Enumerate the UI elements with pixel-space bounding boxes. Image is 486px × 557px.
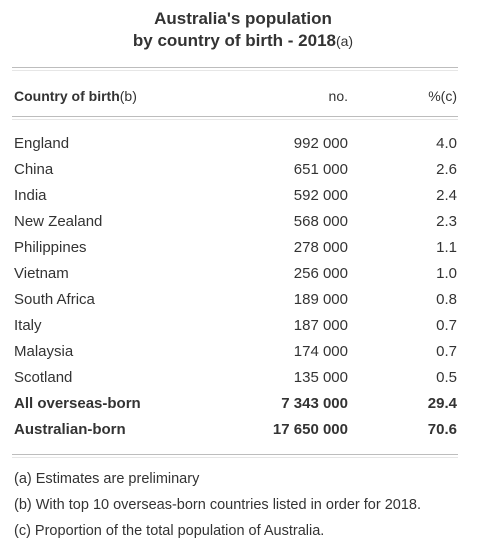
cell-country: Malaysia [14,343,74,360]
header-country-label: Country of birth [14,88,120,104]
table-row: England 992 000 4.0 [14,134,457,160]
cell-country: Philippines [14,239,87,256]
cell-number: 568 000 [293,213,348,230]
footnote: (b) With top 10 overseas-born countries … [14,497,422,513]
cell-percent: 2.6 [436,161,457,178]
cell-country: China [14,161,54,178]
footnote: (a) Estimates are preliminary [14,471,200,487]
title-footnote-ref: (a) [335,33,354,49]
footnote: (c) Proportion of the total population o… [14,523,325,539]
table-row: New Zealand 568 000 2.3 [14,212,457,238]
header-number: no. [328,88,348,104]
cell-number: 7 343 000 [281,395,348,412]
cell-number: 592 000 [293,187,348,204]
cell-number: 17 650 000 [272,421,348,438]
cell-country: England [14,135,70,152]
cell-number: 135 000 [293,369,348,386]
cell-country: South Africa [14,291,95,308]
cell-number: 187 000 [293,317,348,334]
cell-country: Australian-born [14,421,126,438]
cell-number: 189 000 [293,291,348,308]
top-divider [12,67,458,71]
cell-number: 278 000 [293,239,348,256]
cell-country: Scotland [14,369,73,386]
cell-country: Vietnam [14,265,69,282]
total-row: All overseas-born 7 343 000 29.4 [14,394,457,420]
total-row: Australian-born 17 650 000 70.6 [14,420,457,446]
cell-percent: 0.7 [436,343,457,360]
cell-percent: 1.0 [436,265,457,282]
cell-percent: 4.0 [436,135,457,152]
table-row: China 651 000 2.6 [14,160,457,186]
table-body: England 992 000 4.0 China 651 000 2.6 India 592… [14,134,457,446]
table-row: Malaysia 174 000 0.7 [14,342,457,368]
cell-percent: 2.4 [436,187,457,204]
header-divider [12,116,458,120]
header-percent: %(c) [428,88,457,104]
cell-number: 651 000 [293,161,348,178]
cell-number: 256 000 [293,265,348,282]
table-row: Philippines 278 000 1.1 [14,238,457,264]
table-row: India 592 000 2.4 [14,186,457,212]
page-title: Australia's population by country of bir… [0,0,486,52]
header-country-footnote-ref: (b) [119,88,137,104]
table-row: South Africa 189 000 0.8 [14,290,457,316]
footnotes: (a) Estimates are preliminary (b) With to… [14,466,421,544]
cell-percent: 2.3 [436,213,457,230]
cell-country: New Zealand [14,213,103,230]
cell-number: 174 000 [293,343,348,360]
title-line-2: by country of birth - 2018(a) [0,30,486,52]
header-country: Country of birth(b) [14,87,137,105]
table-row: Italy 187 000 0.7 [14,316,457,342]
bottom-divider [12,454,458,458]
title-line-1: Australia's population [154,9,332,28]
cell-country: India [14,187,47,204]
cell-country: All overseas-born [14,395,141,412]
table-row: Scotland 135 000 0.5 [14,368,457,394]
cell-percent: 29.4 [427,395,457,412]
cell-percent: 0.8 [436,291,457,308]
cell-percent: 70.6 [427,421,457,438]
cell-number: 992 000 [293,135,348,152]
cell-percent: 1.1 [436,239,457,256]
cell-country: Italy [14,317,42,334]
cell-percent: 0.7 [436,317,457,334]
table-row: Vietnam 256 000 1.0 [14,264,457,290]
cell-percent: 0.5 [436,369,457,386]
title-line-2-text: by country of birth - 2018 [132,31,336,50]
